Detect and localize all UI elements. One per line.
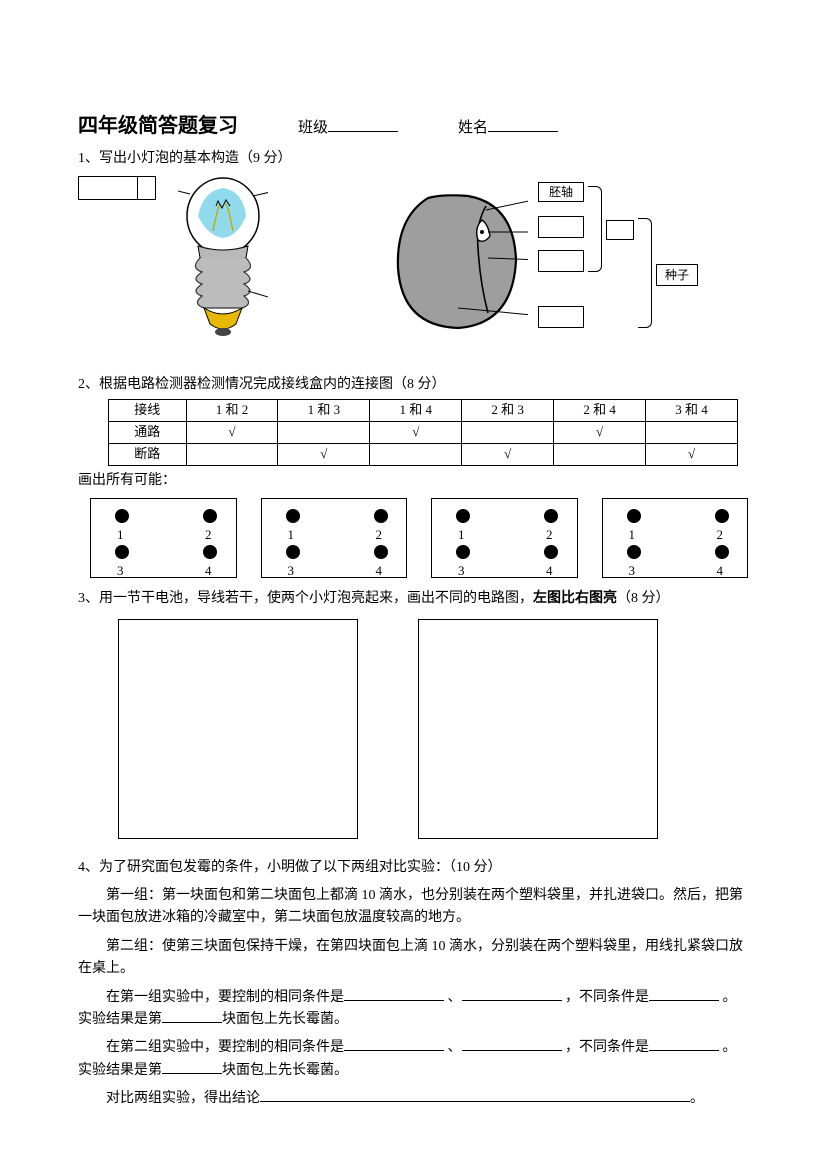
seed-box-4[interactable] xyxy=(538,306,584,328)
td: 通路 xyxy=(109,421,187,443)
seed-box-3[interactable] xyxy=(538,250,584,272)
bulb-label-box-3[interactable] xyxy=(78,176,138,200)
q4-line3: 在第二组实验中，要控制的相同条件是 、 ，不同条件是 。 xyxy=(78,1037,748,1059)
td: √ xyxy=(370,421,462,443)
blank[interactable] xyxy=(344,987,444,1001)
circuit-box-left[interactable] xyxy=(118,619,358,839)
th: 1 和 3 xyxy=(278,399,370,421)
q2-draw-label: 画出所有可能： xyxy=(78,470,748,492)
bulb-diagram xyxy=(78,176,358,356)
seed-box-2[interactable] xyxy=(538,216,584,238)
seed-box-bracket[interactable] xyxy=(606,220,634,240)
q3-text: 3、用一节干电池，导线若干，使两个小灯泡亮起来，画出不同的电路图，左图比右图亮（… xyxy=(78,588,748,610)
td: √ xyxy=(278,443,370,465)
td xyxy=(646,421,738,443)
td: √ xyxy=(554,421,646,443)
blank[interactable] xyxy=(162,1060,222,1074)
td xyxy=(186,443,278,465)
q4-text: 4、为了研究面包发霉的条件，小明做了以下两组对比实验：（10 分） xyxy=(78,857,748,879)
td: √ xyxy=(462,443,554,465)
blank[interactable] xyxy=(462,1037,562,1051)
td xyxy=(462,421,554,443)
dot-box[interactable]: 1 2 3 4 xyxy=(431,498,578,578)
table-row: 通路 √ √ √ xyxy=(109,421,738,443)
blank[interactable] xyxy=(649,987,719,1001)
th: 3 和 4 xyxy=(646,399,738,421)
th: 2 和 3 xyxy=(462,399,554,421)
blank[interactable] xyxy=(162,1009,222,1023)
q4-line5: 对比两组实验，得出结论。 xyxy=(78,1088,748,1110)
q4-line2: 实验结果是第块面包上先长霉菌。 xyxy=(78,1009,748,1031)
dot-box[interactable]: 1 2 3 4 xyxy=(90,498,237,578)
bracket-main xyxy=(638,218,652,328)
seed-main-label: 种子 xyxy=(656,264,698,286)
blank[interactable] xyxy=(649,1037,719,1051)
th: 2 和 4 xyxy=(554,399,646,421)
seed-label-filled: 胚轴 xyxy=(538,182,584,202)
blank[interactable] xyxy=(462,987,562,1001)
td: √ xyxy=(646,443,738,465)
q1-text: 1、写出小灯泡的基本构造（9 分） xyxy=(78,148,748,170)
name-label: 姓名 xyxy=(458,116,558,140)
th: 1 和 4 xyxy=(370,399,462,421)
q4-p1: 第一组：第一块面包和第二块面包上都滴 10 滴水，也分别装在两个塑料袋里，并扎进… xyxy=(78,885,748,930)
bulb-svg xyxy=(178,176,268,346)
blank[interactable] xyxy=(260,1088,690,1102)
td xyxy=(554,443,646,465)
page-title: 四年级简答题复习 xyxy=(78,110,238,142)
q4-p2: 第二组：使第三块面包保持干燥，在第四块面包上滴 10 滴水，分别装在两个塑料袋里… xyxy=(78,936,748,981)
q4-line1: 在第一组实验中，要控制的相同条件是 、 ，不同条件是 。 xyxy=(78,987,748,1009)
td xyxy=(278,421,370,443)
td: √ xyxy=(186,421,278,443)
q4-line4: 实验结果是第块面包上先长霉菌。 xyxy=(78,1060,748,1082)
seed-diagram: 胚轴 种子 xyxy=(388,176,718,346)
table-row: 接线 1 和 2 1 和 3 1 和 4 2 和 3 2 和 4 3 和 4 xyxy=(109,399,738,421)
th: 接线 xyxy=(109,399,187,421)
th: 1 和 2 xyxy=(186,399,278,421)
q2-text: 2、根据电路检测器检测情况完成接线盒内的连接图（8 分） xyxy=(78,374,748,396)
bracket-top xyxy=(588,186,602,272)
circuit-box-right[interactable] xyxy=(418,619,658,839)
table-row: 断路 √ √ √ xyxy=(109,443,738,465)
q2-table: 接线 1 和 2 1 和 3 1 和 4 2 和 3 2 和 4 3 和 4 通… xyxy=(108,399,738,466)
dot-boxes-row: 1 2 3 4 1 2 3 4 1 2 3 4 1 2 3 4 xyxy=(90,498,748,578)
blank[interactable] xyxy=(344,1037,444,1051)
class-blank[interactable] xyxy=(328,118,398,132)
seed-svg xyxy=(388,188,528,338)
td xyxy=(370,443,462,465)
dot-box[interactable]: 1 2 3 4 xyxy=(261,498,408,578)
td: 断路 xyxy=(109,443,187,465)
dot-box[interactable]: 1 2 3 4 xyxy=(602,498,749,578)
name-blank[interactable] xyxy=(488,118,558,132)
class-label: 班级 xyxy=(298,116,398,140)
